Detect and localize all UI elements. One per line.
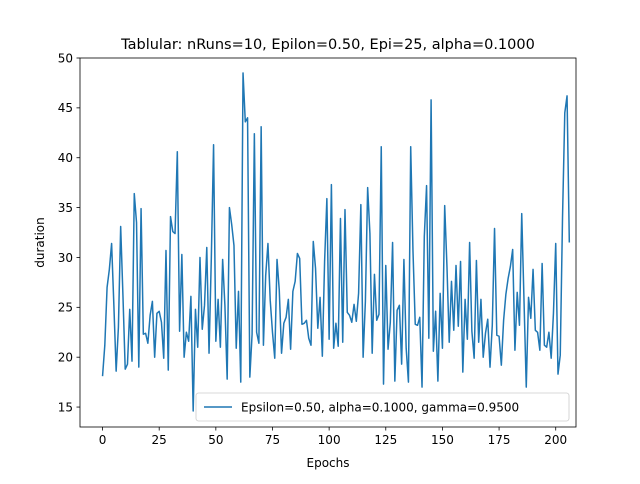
y-axis-label: duration — [33, 217, 47, 268]
chart-title: Tablular: nRuns=10, Epilon=0.50, Epi=25,… — [120, 37, 535, 53]
y-tick-label: 25 — [58, 301, 73, 315]
x-axis-label: Epochs — [307, 456, 350, 470]
y-tick-label: 50 — [58, 51, 73, 65]
x-tick-label: 125 — [374, 433, 397, 447]
x-tick-label: 50 — [208, 433, 223, 447]
x-tick-label: 150 — [431, 433, 454, 447]
axes-frame — [79, 57, 577, 428]
y-tick-label: 40 — [58, 151, 73, 165]
x-tick-label: 100 — [318, 433, 341, 447]
y-tick-label: 45 — [58, 101, 73, 115]
x-tick-label: 75 — [265, 433, 280, 447]
legend: Epsilon=0.50, alpha=0.1000, gamma=0.9500 — [195, 392, 570, 422]
legend-box — [195, 392, 570, 422]
x-tick-label: 0 — [99, 433, 107, 447]
y-tick-label: 30 — [58, 251, 73, 265]
x-tick-label: 200 — [544, 433, 567, 447]
y-tick-label: 15 — [58, 400, 73, 414]
series-line-0 — [101, 72, 571, 412]
x-tick-label: 25 — [152, 433, 167, 447]
legend-label: Epsilon=0.50, alpha=0.1000, gamma=0.9500 — [241, 401, 519, 415]
x-tick-label: 175 — [488, 433, 511, 447]
y-tick-label: 20 — [58, 350, 73, 364]
y-tick-label: 35 — [58, 201, 73, 215]
